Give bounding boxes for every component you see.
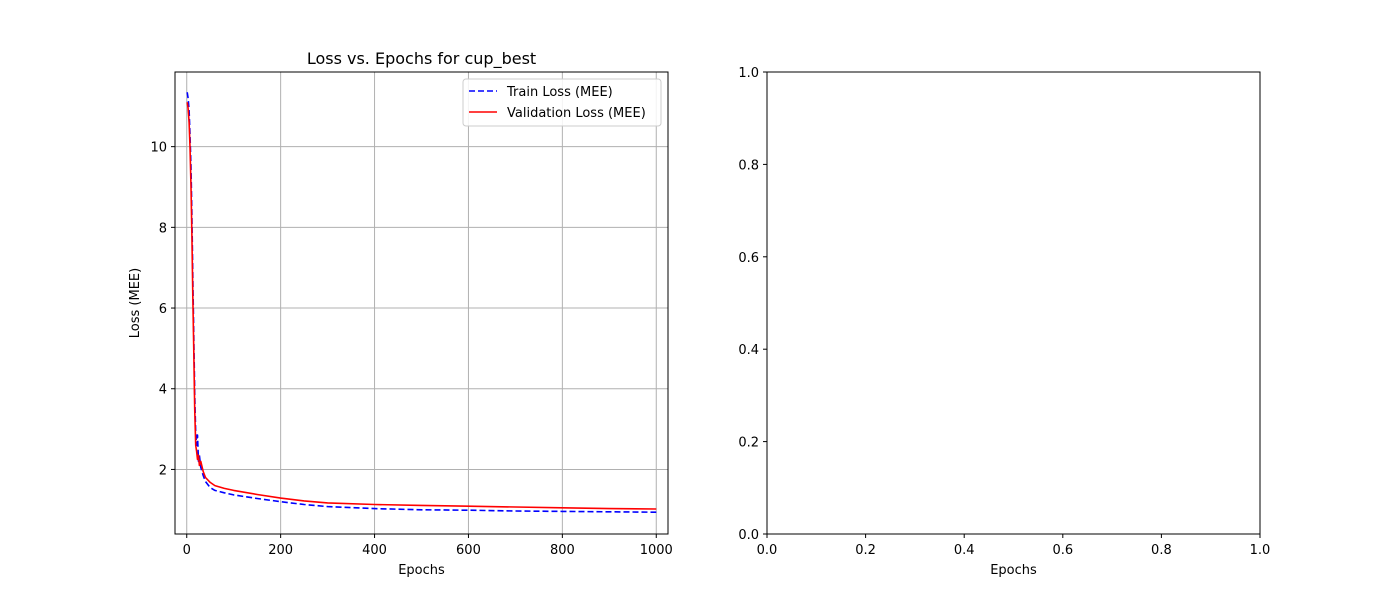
left-y-tick-label: 4 (159, 383, 167, 398)
left-chart-title: Loss vs. Epochs for cup_best (307, 49, 536, 69)
right-y-tick-label: 1.0 (738, 66, 759, 81)
right-x-axis-label: Epochs (990, 563, 1037, 578)
right-x-tick-label: 1.0 (1250, 543, 1271, 558)
left-y-tick-label: 10 (150, 141, 167, 156)
left-x-tick-label: 400 (362, 543, 387, 558)
left-legend: Train Loss (MEE) Validation Loss (MEE) (462, 78, 662, 127)
right-y-tick-label: 0.0 (738, 528, 759, 543)
right-x-tick-label: 0.8 (1151, 543, 1172, 558)
left-x-tick-label: 200 (268, 543, 293, 558)
left-y-axis-label: Loss (MEE) (128, 268, 143, 338)
left-subplot: 0 200 400 600 800 1000 2 4 6 8 10 Loss vs. Epochs … (128, 49, 673, 578)
left-ticks: 0 200 400 600 800 1000 2 4 6 8 10 (150, 141, 672, 558)
right-y-tick-label: 0.6 (738, 251, 759, 266)
legend-box (462, 78, 662, 127)
legend-train-label: Train Loss (MEE) (506, 85, 613, 100)
left-x-tick-label: 0 (183, 543, 191, 558)
left-series-layer (186, 92, 657, 513)
right-subplot: 0.0 0.2 0.4 0.6 0.8 1.0 0.0 0.2 0.4 0.6 0.8 1.0 Epo… (738, 66, 1270, 578)
right-y-tick-label: 0.8 (738, 158, 759, 173)
right-x-tick-label: 0.6 (1052, 543, 1073, 558)
train-loss-line (186, 92, 657, 513)
left-y-tick-label: 2 (159, 463, 167, 478)
left-x-tick-label: 800 (550, 543, 575, 558)
right-y-tick-label: 0.2 (738, 436, 759, 451)
validation-loss-line (186, 102, 657, 510)
left-x-axis-label: Epochs (398, 563, 445, 578)
left-y-tick-label: 6 (159, 302, 167, 317)
right-y-tick-label: 0.4 (738, 343, 759, 358)
left-grid (175, 72, 668, 534)
left-x-tick-label: 1000 (640, 543, 673, 558)
legend-validation-label: Validation Loss (MEE) (507, 106, 646, 121)
left-x-tick-label: 600 (456, 543, 481, 558)
left-axes-frame (174, 71, 669, 535)
right-x-tick-label: 0.4 (954, 543, 975, 558)
left-y-tick-label: 8 (159, 221, 167, 236)
right-x-tick-label: 0.0 (757, 543, 778, 558)
right-ticks: 0.0 0.2 0.4 0.6 0.8 1.0 0.0 0.2 0.4 0.6 0.8 1.0 (738, 66, 1270, 558)
right-x-tick-label: 0.2 (855, 543, 876, 558)
right-axes-frame (766, 71, 1261, 535)
